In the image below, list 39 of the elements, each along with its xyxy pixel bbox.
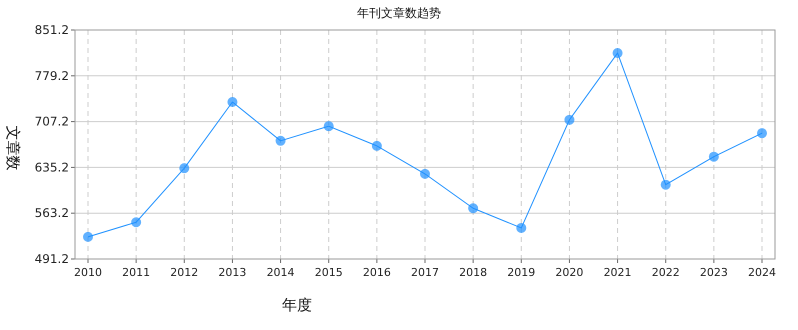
point <box>612 48 623 58</box>
point <box>708 152 719 162</box>
x-tick-label: 2015 <box>314 266 343 279</box>
x-tick-label: 2014 <box>266 266 295 279</box>
point <box>372 140 382 151</box>
x-tick-label: 2023 <box>700 266 728 279</box>
y-tick-label: 779.2 <box>34 68 69 83</box>
x-tick-label: 2011 <box>122 266 150 279</box>
point <box>516 222 526 233</box>
x-axis-title: 年度 <box>282 296 312 314</box>
y-tick-label: 491.2 <box>34 252 69 266</box>
x-tick-label: 2016 <box>362 266 391 279</box>
x-tick-label: 2012 <box>170 266 198 279</box>
x-tick-label: 2010 <box>74 266 102 279</box>
x-tick-label: 2013 <box>218 266 246 279</box>
point <box>179 163 190 174</box>
x-tick-label: 2017 <box>411 266 439 279</box>
point <box>420 168 430 179</box>
chart-title: 年刊文章数趋势 <box>357 6 441 20</box>
x-tick-label: 2022 <box>652 266 680 279</box>
x-tick-label: 2024 <box>748 266 776 279</box>
x-tick-label: 2020 <box>555 266 584 279</box>
point <box>227 97 238 108</box>
y-tick-label: 707.2 <box>34 114 69 129</box>
point <box>83 232 93 242</box>
y-tick-label: 563.2 <box>34 206 69 220</box>
point <box>276 136 286 146</box>
y-tick-label: 635.2 <box>34 160 69 174</box>
point <box>324 121 334 132</box>
y-axis-title: 文章数 <box>4 126 22 170</box>
point <box>468 203 478 214</box>
x-tick-label: 2021 <box>604 266 632 279</box>
point <box>660 180 671 190</box>
point <box>564 114 574 125</box>
point <box>757 128 767 138</box>
x-tick-label: 2019 <box>507 266 536 279</box>
x-tick-label: 2018 <box>459 266 488 279</box>
y-tick-label: 851.2 <box>34 23 69 37</box>
point <box>131 217 142 228</box>
